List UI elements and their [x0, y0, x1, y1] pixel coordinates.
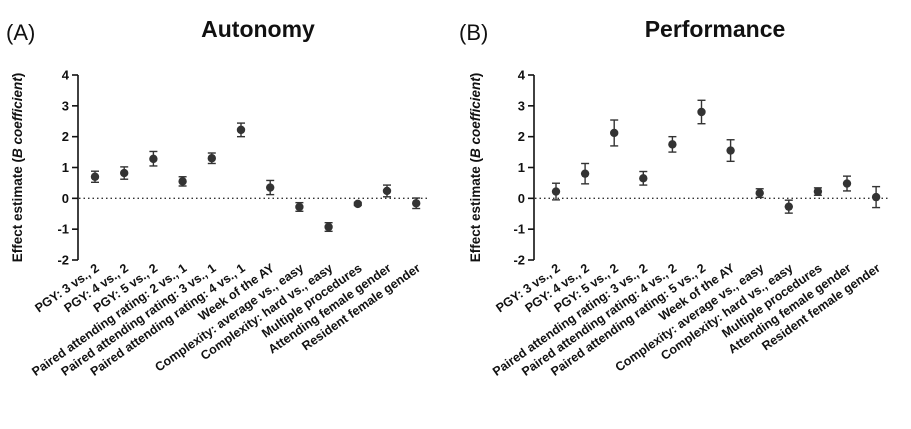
- data-point: [412, 199, 421, 208]
- data-point: [353, 199, 362, 209]
- panel-label: (B): [459, 20, 488, 45]
- data-point: [207, 154, 216, 163]
- autonomy-panel: (A) Autonomy Effect estimate (B coefficien…: [6, 16, 429, 379]
- y-axis-label: Effect estimate (B coefficient): [10, 73, 25, 263]
- y-tick-label: -2: [513, 253, 525, 268]
- data-point: [324, 222, 333, 232]
- data-point: [784, 202, 793, 211]
- data-point: [295, 202, 304, 212]
- data-point: [551, 187, 561, 196]
- y-tick-label: 0: [518, 191, 525, 206]
- y-axis-label-part: ): [10, 73, 25, 78]
- data-point: [755, 188, 764, 198]
- data-point: [382, 186, 392, 196]
- y-tick-label: 3: [62, 98, 69, 113]
- y-axis-label-part: ): [468, 73, 483, 78]
- data-point: [668, 140, 677, 149]
- data-point: [726, 146, 735, 155]
- y-axis-label-part: B: [468, 148, 483, 158]
- data-point: [90, 172, 100, 181]
- data-point: [178, 177, 187, 186]
- data-point: [236, 125, 246, 135]
- y-tick-label: -2: [57, 253, 69, 268]
- panel-label: (A): [6, 20, 35, 45]
- y-axis-label: Effect estimate (B coefficient): [468, 73, 483, 263]
- data-point: [610, 128, 619, 138]
- data-point: [266, 183, 275, 192]
- data-point: [871, 192, 881, 202]
- chart-title: Autonomy: [201, 16, 315, 42]
- y-tick-label: 2: [62, 129, 69, 144]
- y-axis-label-part: coefficient: [10, 77, 25, 149]
- data-point: [842, 179, 852, 188]
- data-point: [697, 107, 706, 117]
- y-axis-label-part: Effect estimate (: [10, 158, 25, 263]
- data-point: [149, 154, 158, 164]
- y-tick-label: 3: [518, 98, 525, 113]
- y-tick-label: 1: [518, 160, 525, 175]
- chart-title: Performance: [645, 16, 786, 42]
- y-axis-label-part: Effect estimate (: [468, 158, 483, 263]
- y-axis-label-part: coefficient: [468, 77, 483, 149]
- data-point: [813, 187, 823, 196]
- y-tick-label: 4: [518, 68, 526, 83]
- performance-panel: (B) Performance Effect estimate (B coeffic…: [459, 16, 889, 379]
- y-tick-label: -1: [57, 222, 69, 237]
- y-tick-label: -1: [513, 222, 525, 237]
- y-tick-label: 1: [62, 160, 69, 175]
- y-tick-label: 0: [62, 191, 69, 206]
- data-point: [639, 174, 648, 183]
- data-point: [580, 169, 590, 178]
- y-axis-label-part: B: [10, 148, 25, 158]
- data-point: [120, 168, 129, 178]
- y-tick-label: 4: [62, 68, 70, 83]
- y-tick-label: 2: [518, 129, 525, 144]
